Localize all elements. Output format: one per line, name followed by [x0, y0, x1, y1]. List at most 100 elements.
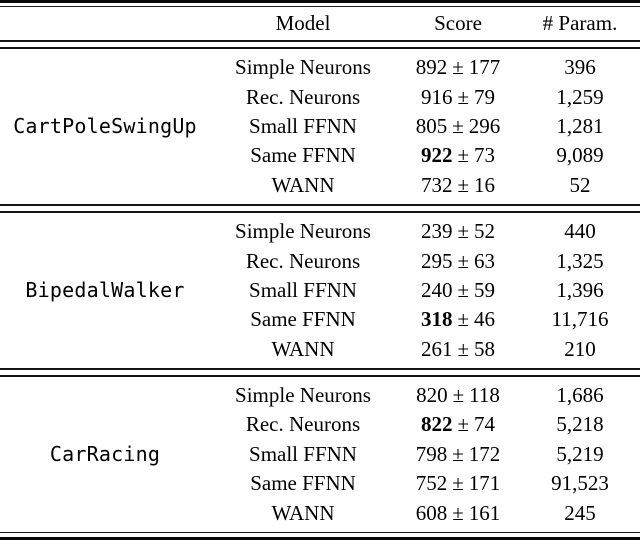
plus-minus-symbol: ± — [452, 500, 464, 525]
table-row: Rec. Neurons 916 ± 79 1,259 — [210, 82, 640, 111]
score-err: 59 — [474, 277, 496, 302]
table-row: Rec. Neurons 822 ± 74 5,218 — [210, 410, 640, 439]
table-row: Small FFNN 240 ± 59 1,396 — [210, 276, 640, 305]
score-mean: 239 — [420, 219, 453, 244]
score-mean: 318 — [420, 307, 453, 332]
score-cell: 261 ± 58 — [396, 337, 520, 362]
section-bipedalwalker: BipedalWalker Simple Neurons 239 ± 52 44… — [0, 213, 640, 368]
plus-minus-symbol: ± — [452, 383, 465, 408]
score-cell: 240 ± 59 — [396, 278, 520, 303]
score-mean: 922 — [420, 143, 453, 168]
params-cell: 245 — [564, 500, 596, 525]
plus-minus-symbol: ± — [457, 219, 470, 244]
params-cell: 396 — [564, 55, 596, 80]
plus-minus-symbol: ± — [457, 143, 470, 168]
section-rows: Simple Neurons 820 ± 118 1,686 Rec. Neur… — [210, 381, 640, 528]
plus-minus-symbol: ± — [452, 471, 464, 496]
model-cell: Simple Neurons — [235, 219, 371, 244]
score-cell: 239 ± 52 — [396, 219, 520, 244]
model-cell: WANN — [271, 500, 335, 525]
score-cell: 318 ± 46 — [396, 307, 520, 332]
section-rows: Simple Neurons 239 ± 52 440 Rec. Neurons… — [210, 217, 640, 364]
model-cell: Simple Neurons — [235, 383, 371, 408]
params-cell: 91,523 — [551, 471, 609, 496]
score-cell: 752 ± 171 — [396, 471, 520, 496]
params-cell: 1,259 — [556, 84, 604, 109]
params-cell: 1,325 — [556, 248, 604, 273]
plus-minus-symbol: ± — [457, 307, 470, 332]
table-row: WANN 732 ± 16 52 — [210, 171, 640, 200]
plus-minus-symbol: ± — [452, 55, 464, 80]
env-label: BipedalWalker — [25, 278, 185, 303]
score-mean: 822 — [420, 412, 453, 437]
section-cartpoleswingup: CartPoleSwingUp Simple Neurons 892 ± 177… — [0, 49, 640, 204]
model-cell: WANN — [271, 172, 335, 197]
table-row: Simple Neurons 820 ± 118 1,686 — [210, 381, 640, 410]
model-cell: Same FFNN — [250, 471, 356, 496]
score-err: 52 — [474, 219, 496, 244]
model-cell: Simple Neurons — [235, 55, 371, 80]
score-cell: 892 ± 177 — [396, 55, 520, 80]
score-cell: 798 ± 172 — [396, 442, 520, 467]
model-cell: Same FFNN — [250, 143, 356, 168]
score-err: 73 — [474, 143, 496, 168]
score-err: 172 — [468, 441, 501, 466]
section-double-rule — [0, 203, 640, 213]
plus-minus-symbol: ± — [457, 336, 470, 361]
plus-minus-symbol: ± — [457, 412, 470, 437]
table-row: Same FFNN 922 ± 73 9,089 — [210, 141, 640, 170]
table-row: Small FFNN 798 ± 172 5,219 — [210, 440, 640, 469]
params-cell: 9,089 — [556, 143, 604, 168]
score-mean: 916 — [420, 84, 453, 109]
score-err: 296 — [468, 113, 501, 138]
score-err: 16 — [474, 172, 496, 197]
plus-minus-symbol: ± — [457, 172, 470, 197]
score-err: 79 — [474, 84, 496, 109]
score-mean: 805 — [415, 113, 448, 138]
params-cell: 440 — [564, 219, 596, 244]
score-cell: 295 ± 63 — [396, 249, 520, 274]
header-score: Score — [434, 11, 482, 35]
score-err: 177 — [468, 55, 501, 80]
score-mean: 732 — [420, 172, 453, 197]
params-cell: 11,716 — [551, 307, 609, 332]
plus-minus-symbol: ± — [452, 441, 464, 466]
header-double-rule — [0, 40, 640, 49]
table-row: WANN 261 ± 58 210 — [210, 335, 640, 364]
model-cell: Small FFNN — [249, 113, 357, 138]
score-cell: 820 ± 118 — [396, 383, 520, 408]
params-cell: 1,686 — [556, 383, 604, 408]
score-cell: 922 ± 73 — [396, 143, 520, 168]
env-label: CarRacing — [49, 442, 161, 467]
plus-minus-symbol: ± — [452, 113, 464, 138]
section-double-rule — [0, 367, 640, 377]
table-row: Same FFNN 752 ± 171 91,523 — [210, 469, 640, 498]
table-header-row: Model Score # Param. — [0, 7, 640, 40]
params-cell: 52 — [569, 172, 591, 197]
score-err: 58 — [474, 336, 496, 361]
score-mean: 820 — [416, 383, 448, 408]
table-row: Simple Neurons 892 ± 177 396 — [210, 53, 640, 82]
plus-minus-symbol: ± — [457, 248, 470, 273]
bottom-double-rule — [0, 531, 640, 540]
params-cell: 210 — [564, 336, 596, 361]
model-cell: Rec. Neurons — [245, 84, 361, 109]
params-cell: 5,219 — [556, 441, 604, 466]
score-cell: 732 ± 16 — [396, 173, 520, 198]
score-err: 74 — [474, 412, 496, 437]
table-row: Simple Neurons 239 ± 52 440 — [210, 217, 640, 246]
score-mean: 798 — [415, 441, 448, 466]
model-cell: Small FFNN — [249, 277, 357, 302]
score-mean: 261 — [420, 336, 453, 361]
plus-minus-symbol: ± — [457, 84, 470, 109]
model-cell: Same FFNN — [250, 307, 356, 332]
score-mean: 295 — [420, 248, 453, 273]
table-row: Rec. Neurons 295 ± 63 1,325 — [210, 246, 640, 275]
top-double-rule — [0, 0, 640, 7]
model-cell: Small FFNN — [249, 441, 357, 466]
table-row: Small FFNN 805 ± 296 1,281 — [210, 112, 640, 141]
section-carracing: CarRacing Simple Neurons 820 ± 118 1,686… — [0, 377, 640, 532]
params-cell: 1,396 — [556, 277, 604, 302]
score-mean: 752 — [415, 471, 448, 496]
score-mean: 240 — [420, 277, 453, 302]
